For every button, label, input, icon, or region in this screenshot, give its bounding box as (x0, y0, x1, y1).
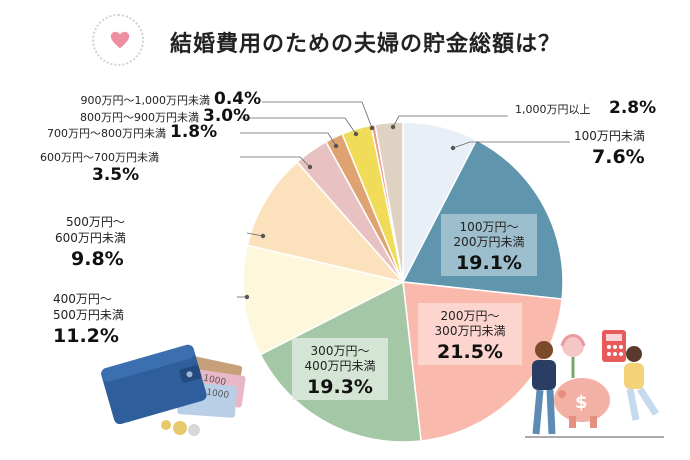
leader-dot-4 (244, 294, 250, 300)
slice-label-300-400-line2: 400万円未満 (305, 359, 376, 373)
title-row: 結婚費用のための夫婦の貯金総額は？ (92, 14, 652, 66)
chart-title: 結婚費用のための夫婦の貯金総額は？ (170, 32, 562, 57)
slice-label-100-200-line2: 200万円未満 (454, 235, 525, 249)
slice-value-500-600: 9.8% (71, 248, 124, 270)
slice-label-200-300-line1: 200万円〜 (441, 309, 500, 323)
slice-value-900-1000: 0.4% (214, 89, 261, 109)
slice-label-500-600-line2: 600万円未満 (55, 231, 126, 245)
leader-line-0 (452, 141, 570, 149)
title-icon-circle (92, 14, 144, 66)
svg-text:$: $ (575, 392, 588, 413)
pie-slice-5 (246, 160, 406, 284)
leader-line-9 (262, 101, 373, 129)
leader-lines (237, 101, 570, 300)
slice-label-400-500-line1: 400万円〜 (53, 292, 112, 306)
pie-slice-10 (374, 121, 404, 283)
leader-dot-6 (307, 164, 313, 170)
leader-line-6 (240, 156, 311, 168)
slice-label-300-400-line1: 300万円〜 (311, 344, 370, 358)
leader-dot-7 (333, 143, 339, 149)
leader-dot-0 (450, 145, 456, 151)
leader-dot-5 (260, 233, 266, 239)
slice-value-1000-plus: 2.8% (609, 98, 656, 118)
slice-label-600-700: 600万円〜700万円未満 (40, 151, 159, 164)
leader-dot-10 (390, 124, 396, 130)
slice-label-200-300-line2: 300万円未満 (435, 324, 506, 338)
leader-dot-8 (353, 131, 359, 137)
slice-value-100-200: 19.1% (456, 252, 522, 274)
svg-text:1000: 1000 (202, 374, 227, 389)
slice-label-100-200-line1: 100万円〜 (460, 220, 519, 234)
slice-label-400-500-line2: 500万円未満 (53, 308, 124, 322)
slice-value-800-900: 3.0% (203, 106, 250, 126)
couple-piggy-bank-illustration: $ (525, 330, 664, 438)
slice-value-200-300: 21.5% (437, 341, 503, 363)
leader-dot-9 (369, 125, 375, 131)
slice-label-under-100: 100万円未満 (574, 129, 645, 143)
leader-line-10 (392, 115, 508, 128)
slice-label-500-600-line1: 500万円〜 (66, 215, 125, 229)
svg-text:1000: 1000 (206, 388, 230, 401)
leader-line-5 (246, 232, 264, 237)
slice-value-400-500: 11.2% (53, 325, 119, 347)
slice-label-800-900: 800万円〜900万円未満 (80, 111, 199, 124)
pie-slice-4 (242, 244, 406, 356)
label-box-200-300 (418, 303, 522, 365)
slice-value-700-800: 1.8% (170, 122, 217, 142)
pie-slices (242, 121, 564, 443)
slice-value-300-400: 19.3% (307, 376, 373, 398)
label-box-300-400 (292, 338, 388, 400)
slice-label-1000-plus: 1,000万円以上 (515, 103, 591, 116)
leader-line-8 (240, 117, 357, 135)
heart-icon (110, 31, 130, 49)
slice-label-700-800: 700万円〜800万円未満 (47, 127, 166, 140)
label-box-100-200 (441, 214, 537, 276)
slice-label-900-1000: 900万円〜1,000万円未満 (81, 94, 211, 107)
wallet-money-illustration: 1000 1000 (101, 344, 246, 436)
leader-line-7 (240, 132, 337, 147)
slice-value-600-700: 3.5% (92, 165, 139, 185)
slice-value-under-100: 7.6% (592, 146, 645, 168)
